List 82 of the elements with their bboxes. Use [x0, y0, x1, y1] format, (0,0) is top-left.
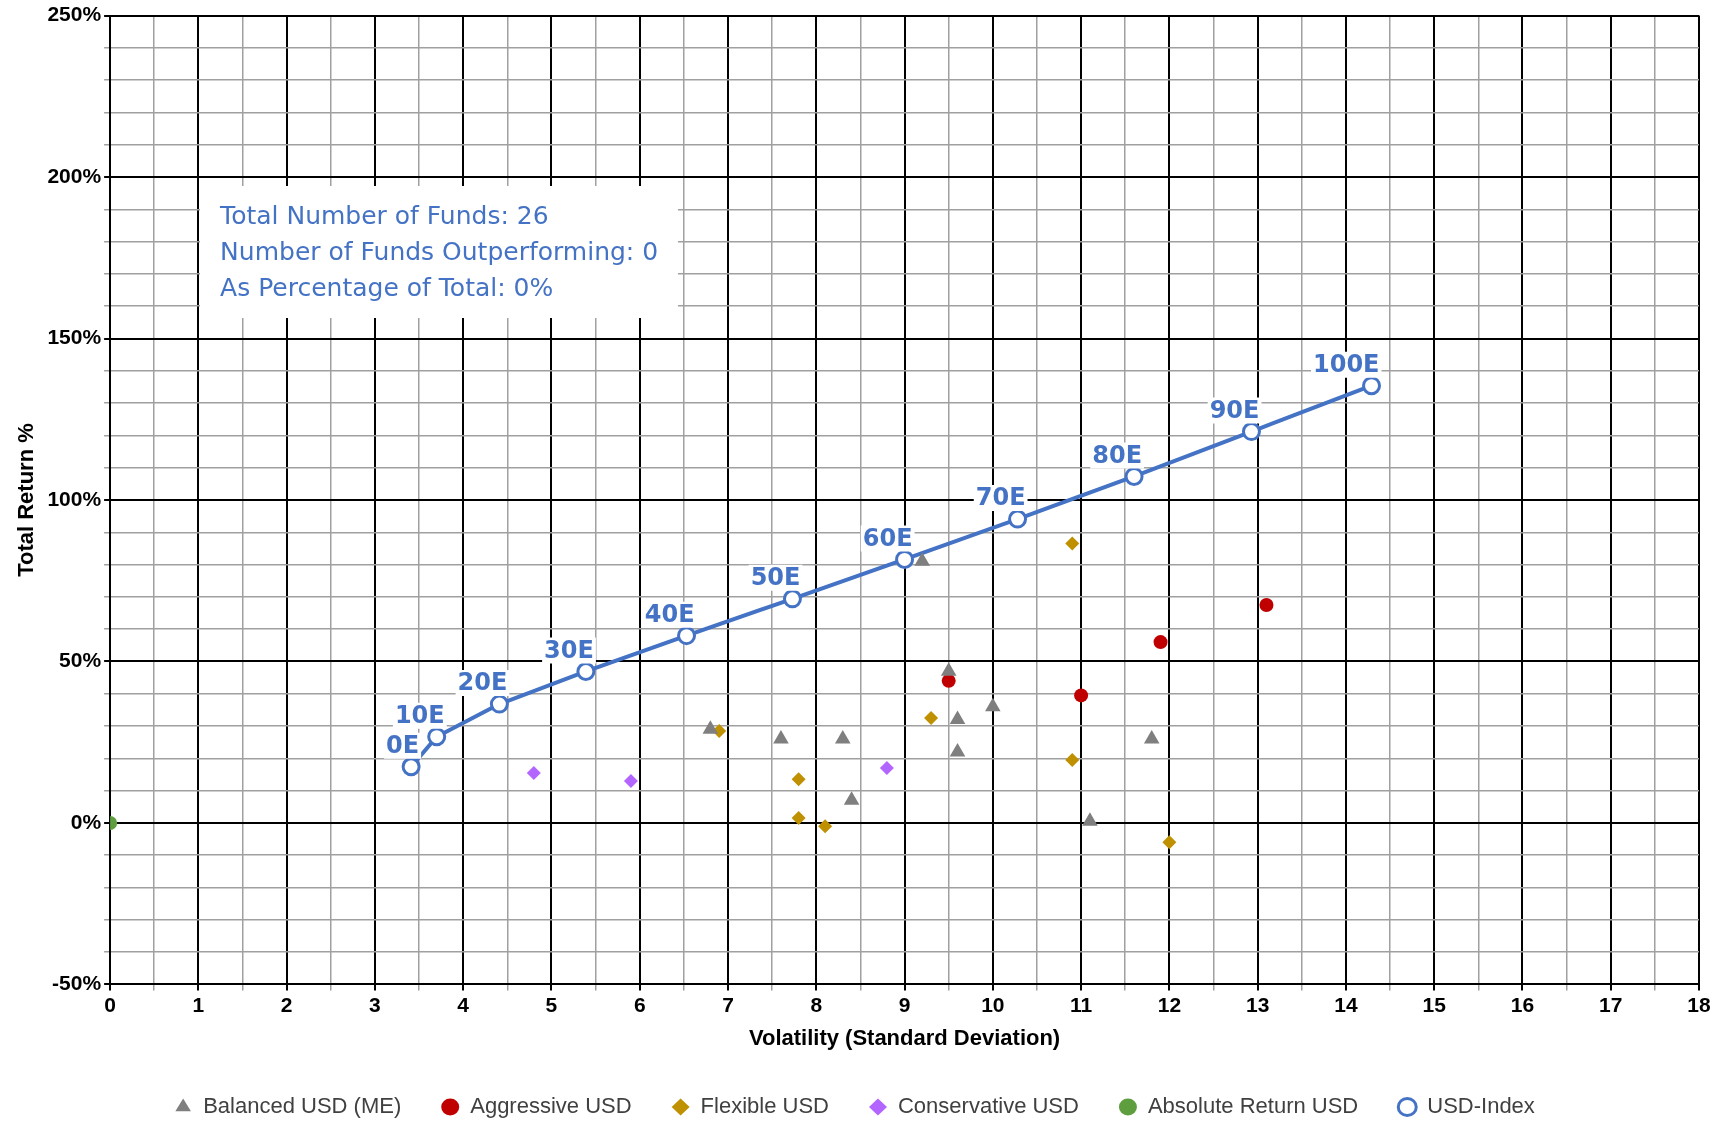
x-tick-label: 15 — [1422, 992, 1447, 1016]
point — [1241, 422, 1261, 442]
point — [940, 662, 957, 676]
point — [623, 773, 638, 788]
x-tick-label: 1 — [192, 992, 205, 1016]
y-axis-title: Total Return % — [13, 423, 39, 577]
legend-label: Absolute Return USD — [1147, 1093, 1359, 1119]
y-tick-label: 150% — [47, 325, 102, 349]
x-tick-label: 12 — [1157, 992, 1182, 1016]
x-tick-label: 7 — [722, 992, 734, 1016]
legend-label: Balanced USD (ME) — [203, 1093, 402, 1119]
x-tick-label: 8 — [810, 992, 823, 1016]
point — [1124, 466, 1144, 486]
point — [924, 710, 939, 725]
point — [818, 819, 833, 834]
annotation: 100E — [1313, 349, 1380, 378]
point — [526, 765, 541, 780]
annotation: 50E — [750, 563, 801, 592]
point — [782, 589, 802, 609]
x-tick-label: 18 — [1687, 992, 1711, 1016]
annotation: 90E — [1209, 395, 1260, 424]
point — [576, 661, 596, 681]
annotation: 10E — [394, 700, 445, 729]
point — [427, 727, 447, 747]
legend-label: USD-Index — [1427, 1093, 1535, 1119]
point — [1153, 635, 1168, 650]
point — [702, 720, 719, 734]
point — [1162, 835, 1177, 850]
point — [1143, 729, 1160, 744]
x-tick-label: 0 — [104, 992, 116, 1016]
y-tick-label: 100% — [47, 486, 102, 510]
y-tick-label: 0% — [70, 809, 102, 833]
point — [1259, 597, 1274, 612]
x-tick-label: 4 — [457, 992, 470, 1016]
x-axis-title: Volatility (Standard Deviation) — [748, 1024, 1061, 1050]
legend-label: Conservative USD — [897, 1093, 1079, 1119]
x-tick-label: 16 — [1510, 992, 1535, 1016]
point — [879, 761, 894, 776]
x-tick-label: 11 — [1070, 992, 1093, 1016]
point — [773, 729, 789, 744]
x-tick-label: 17 — [1599, 992, 1623, 1016]
point — [834, 729, 851, 744]
legend-label: Aggressive USD — [470, 1093, 632, 1119]
point — [1074, 688, 1089, 703]
annotation: 60E — [862, 523, 913, 552]
point — [791, 772, 806, 787]
annotation: 20E — [457, 668, 508, 697]
annotation: 40E — [644, 599, 695, 628]
point — [1008, 509, 1028, 529]
y-tick-label: 250% — [47, 2, 102, 26]
point — [1065, 752, 1080, 767]
y-tick-label: 50% — [59, 648, 102, 672]
point — [949, 742, 966, 757]
point — [1065, 536, 1080, 551]
point — [489, 694, 509, 714]
y-tick-label: 200% — [47, 163, 102, 187]
x-tick-label: 10 — [981, 992, 1005, 1016]
point — [677, 626, 697, 646]
annotation: Number of Funds Outperforming: 0 — [220, 235, 659, 268]
legend-label: Flexible USD — [700, 1093, 829, 1119]
point — [401, 757, 421, 777]
annotation: As Percentage of Total: 0% — [220, 271, 555, 304]
x-tick-label: 14 — [1334, 992, 1358, 1016]
annotation: 70E — [975, 483, 1026, 512]
point — [1082, 812, 1098, 826]
point — [843, 791, 860, 805]
annotation: Total Number of Funds: 26 — [220, 199, 550, 232]
y-tick-label: -50% — [52, 971, 102, 995]
x-tick-label: 3 — [369, 992, 381, 1016]
point — [985, 697, 1001, 712]
annotation: 0E — [386, 730, 420, 759]
x-tick-label: 9 — [898, 992, 911, 1016]
point — [949, 710, 966, 725]
annotation: 80E — [1092, 440, 1143, 469]
point — [1362, 376, 1382, 396]
x-tick-label: 6 — [633, 992, 646, 1016]
x-tick-label: 5 — [545, 992, 558, 1016]
annotation: 30E — [544, 635, 594, 664]
point — [791, 811, 806, 826]
x-tick-label: 2 — [280, 992, 293, 1016]
x-tick-label: 13 — [1245, 992, 1270, 1016]
point — [895, 549, 915, 569]
